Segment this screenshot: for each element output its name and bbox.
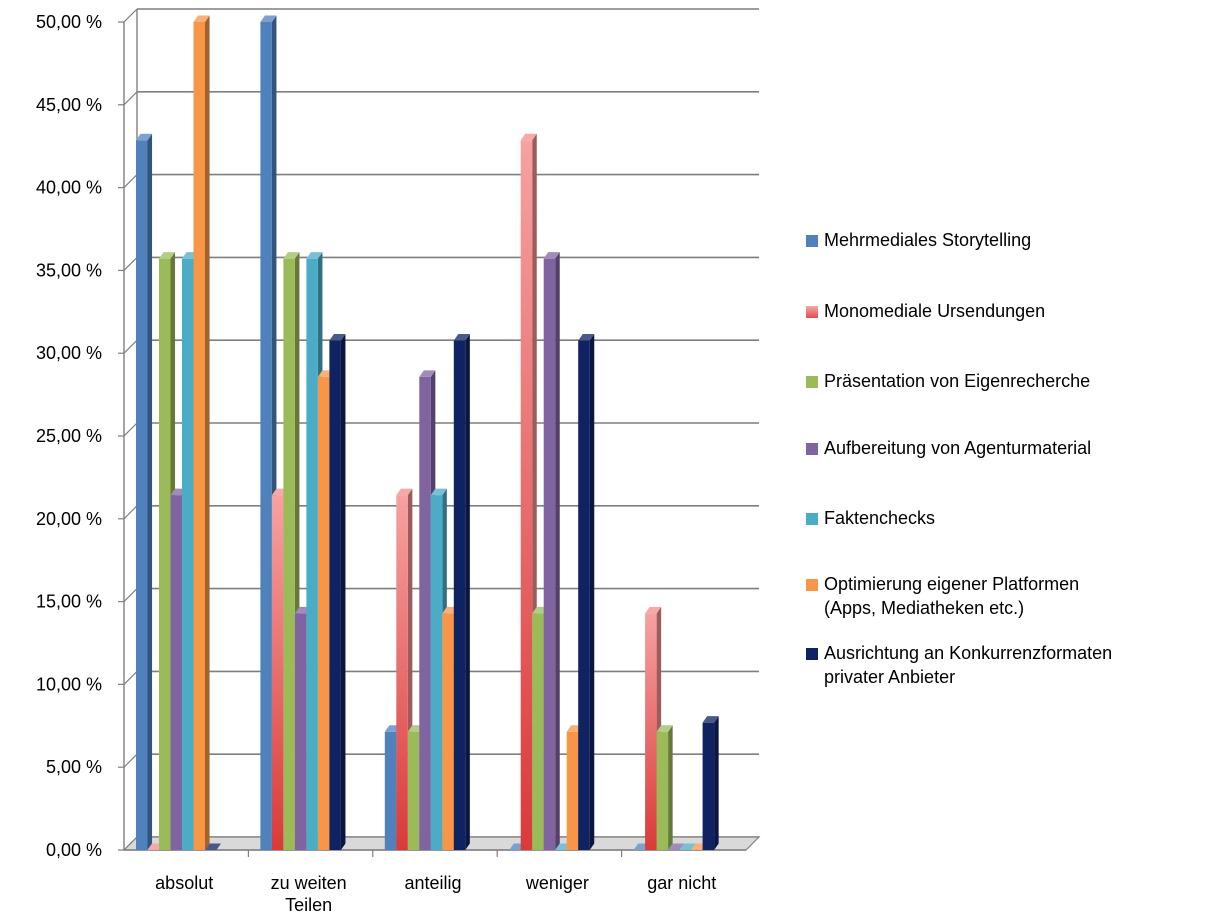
legend-item-aufbereitung-agenturmaterial: Aufbereitung von Agenturmaterial — [806, 436, 1091, 460]
y-tick-label: 30,00 % — [36, 343, 102, 363]
legend-swatch — [806, 443, 818, 455]
bar-optimierung-eigener-platformen-absolut — [193, 15, 210, 850]
bar-ausrichtung-an-konkurrenzformaten-zu-weiten-teilen — [329, 333, 346, 850]
bar-aufbereitung-von-agenturmaterial-gar-nicht — [668, 843, 685, 850]
gridline-depth — [123, 91, 138, 106]
y-tick-label: 0,00 % — [46, 840, 102, 860]
x-tick-label-anteilig: anteilig — [404, 873, 461, 893]
legend-item-mehrmediales-storytelling: Mehrmediales Storytelling — [806, 228, 1031, 252]
x-tick-labels: absolut zu weiten Teilen anteilig weniger gar… — [155, 873, 716, 915]
legend-swatch — [806, 235, 818, 247]
bar-ausrichtung-an-konkurrenzformaten-gar-nicht — [702, 716, 719, 850]
bar-ausrichtung-an-konkurrenzformaten-anteilig — [453, 333, 470, 850]
bar-ausrichtung-an-konkurrenzformaten-weniger — [578, 333, 595, 850]
y-tick-label: 35,00 % — [36, 260, 102, 280]
bars — [136, 15, 719, 850]
x-tick-label-zu-weiten-teilen: zu weiten Teilen — [271, 873, 347, 915]
legend-item-faktenchecks: Faktenchecks — [806, 506, 935, 530]
legend-label: Optimierung eigener Platformen (Apps, Me… — [824, 574, 1080, 618]
legend-label: Präsentation von Eigenrecherche — [824, 371, 1091, 391]
y-tick-label: 20,00 % — [36, 509, 102, 529]
legend-label: Aufbereitung von Agenturmaterial — [824, 438, 1092, 458]
x-tick-label-gar-nicht: gar nicht — [647, 873, 716, 893]
legend-label: Monomediale Ursendungen — [824, 301, 1046, 321]
y-tick-label: 25,00 % — [36, 426, 102, 446]
bar-ausrichtung-an-konkurrenzformaten-absolut — [205, 843, 222, 850]
gridline-depth — [123, 422, 138, 437]
legend-swatch — [806, 648, 818, 660]
gridline-depth — [123, 174, 138, 189]
gridline-depth — [123, 753, 138, 768]
legend-item-monomediale-ursendungen: Monomediale Ursendungen — [806, 299, 1045, 323]
bar-präsentation-von-eigenrecherche-gar-nicht — [656, 725, 673, 850]
legend-swatch — [806, 306, 818, 318]
gridline-depth — [123, 8, 138, 23]
y-tick-label: 45,00 % — [36, 95, 102, 115]
legend-label: Faktenchecks — [824, 508, 936, 528]
legend-swatch — [806, 376, 818, 388]
legend-swatch — [806, 579, 818, 591]
legend-label: Ausrichtung an Konkurrenzformaten privat… — [824, 643, 1113, 687]
y-tick-label: 15,00 % — [36, 592, 102, 612]
legend-item-optimierung-platformen: Optimierung eigener Platformen (Apps, Me… — [806, 572, 1079, 620]
bar-faktenchecks-gar-nicht — [679, 843, 696, 850]
gridline-depth — [123, 670, 138, 685]
y-tick-label: 10,00 % — [36, 674, 102, 694]
bar-aufbereitung-von-agenturmaterial-weniger — [543, 252, 560, 850]
gridline-depth — [123, 505, 138, 520]
legend-item-ausrichtung-konkurrenzformaten: Ausrichtung an Konkurrenzformaten privat… — [806, 641, 1112, 689]
legend-swatch — [806, 513, 818, 525]
gridline-depth — [123, 256, 138, 271]
legend-item-praesentation-eigenrecherche: Präsentation von Eigenrecherche — [806, 369, 1090, 393]
y-tick-label: 50,00 % — [36, 12, 102, 32]
y-tick-label: 40,00 % — [36, 178, 102, 198]
x-tick-label-weniger: weniger — [525, 873, 589, 893]
gridline-depth — [123, 339, 138, 354]
bar-mehrmediales-storytelling-absolut — [136, 133, 153, 850]
y-tick-label: 5,00 % — [46, 757, 102, 777]
legend-label: Mehrmediales Storytelling — [824, 230, 1032, 250]
gridline-depth — [123, 588, 138, 603]
y-tick-labels: 0,00 % 5,00 % 10,00 % 15,00 % 20,00 % 25,00 %… — [36, 12, 102, 860]
x-tick-label-absolut: absolut — [155, 873, 213, 893]
